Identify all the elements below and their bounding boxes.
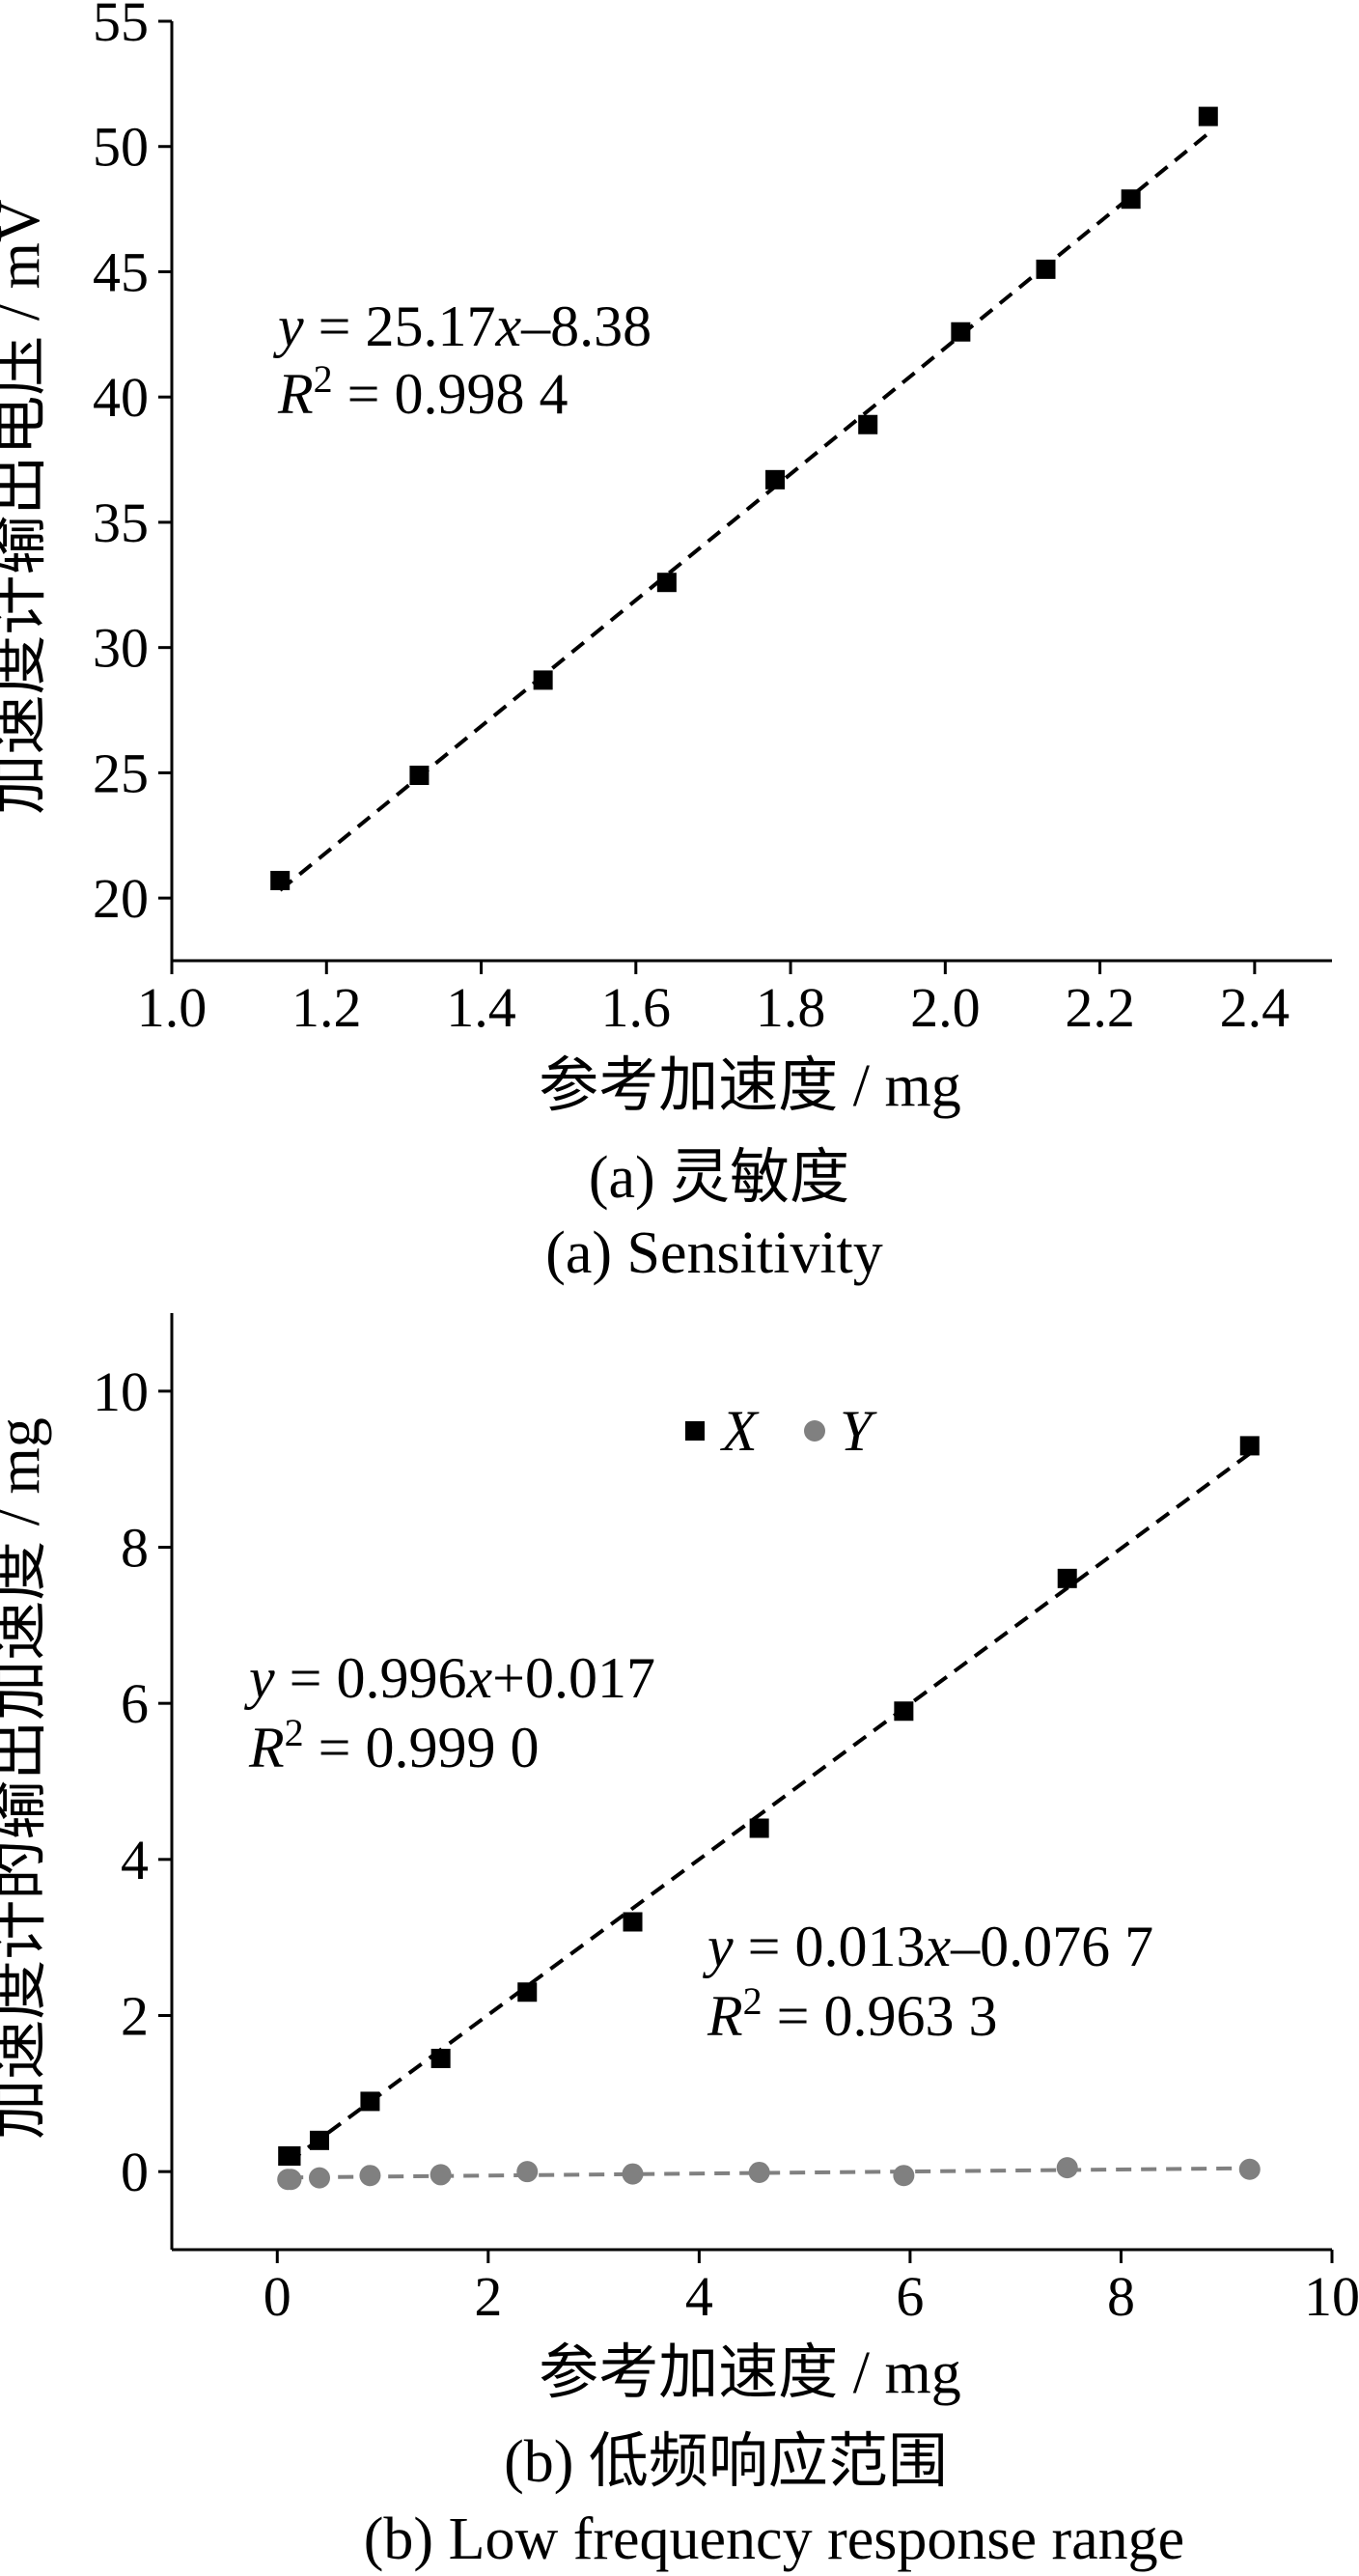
- data-point-circle: [359, 2165, 381, 2187]
- x-tick-label: 2.2: [1065, 976, 1135, 1039]
- panel-a-marks: 1.0 1.2 1.4 1.6 1.8 2.0 2.2 2.4 20 25 30 35 40 45 50 55: [93, 0, 1332, 1039]
- y-tick-label: 45: [93, 240, 149, 303]
- y-tick-label: 50: [93, 116, 149, 179]
- y-tick-label: 0: [121, 2141, 149, 2203]
- x-tick-label: 1.4: [446, 976, 516, 1039]
- x-tick-label: 1.2: [291, 976, 362, 1039]
- legend-y-label: Y: [840, 1399, 877, 1463]
- data-point-square: [951, 322, 971, 342]
- legend-x-label: X: [720, 1399, 760, 1463]
- y-tick-label: 40: [93, 366, 149, 429]
- x-tick-label: 2.0: [910, 976, 981, 1039]
- panel-b-y-fit-equation: y = 0.013x–0.076 7: [702, 1915, 1153, 1978]
- x-tick-label: 1.6: [601, 976, 672, 1039]
- y-tick-label: 55: [93, 0, 149, 53]
- panel-b-legend: X Y: [685, 1399, 877, 1463]
- x-tick-label: 1.8: [756, 976, 826, 1039]
- data-point-circle: [1056, 2157, 1078, 2179]
- data-point-square: [623, 1912, 643, 1932]
- data-point-square: [765, 469, 786, 490]
- panel-b-x-r-squared: R2 = 0.999 0: [248, 1711, 540, 1780]
- panel-b-y-r-squared: R2 = 0.963 3: [707, 1979, 998, 2049]
- panel-a-fit-equation: y = 25.17x–8.38: [272, 294, 652, 358]
- data-point-square: [749, 1818, 769, 1838]
- y-tick-label: 8: [121, 1517, 149, 1580]
- panel-a-y-axis-label: 加速度计输出电压 / mV: [0, 199, 52, 814]
- data-point-square: [858, 414, 878, 434]
- data-point-square: [894, 1701, 914, 1722]
- panel-a-caption-chinese: (a) 灵敏度: [589, 1145, 849, 1211]
- data-point-square: [270, 870, 291, 890]
- y-tick-label: 20: [93, 867, 149, 930]
- panel-a-r-squared: R2 = 0.998 4: [277, 357, 569, 427]
- panel-b-marks: 0 2 4 6 8 10 0 2 4 6 8 10: [93, 1313, 1359, 2328]
- y-tick-label: 25: [93, 742, 149, 804]
- x-tick-label: 2.4: [1220, 976, 1290, 1039]
- data-point-square: [309, 2130, 329, 2150]
- panel-b-caption-english: (b) Low frequency response range: [364, 2506, 1184, 2572]
- y-tick-label: 6: [121, 1672, 149, 1735]
- panel-a-x-axis-label: 参考加速度 / mg: [539, 1053, 960, 1119]
- legend-x-marker: [685, 1421, 705, 1441]
- panel-b-x-axis-label: 参考加速度 / mg: [539, 2340, 960, 2406]
- data-point-circle: [280, 2169, 302, 2191]
- data-point-square: [1036, 259, 1056, 279]
- data-point-square: [1057, 1568, 1077, 1588]
- x-tick-label: 6: [896, 2265, 924, 2328]
- data-point-square: [409, 765, 430, 785]
- x-tick-label: 8: [1107, 2265, 1135, 2328]
- panel-a-sensitivity: 1.0 1.2 1.4 1.6 1.8 2.0 2.2 2.4 20 25 30 35 40 45 50 55…: [0, 0, 1332, 1286]
- data-point-circle: [516, 2161, 539, 2183]
- data-point-square: [533, 670, 553, 690]
- data-point-square: [360, 2091, 380, 2112]
- panel-b-y-axis-label: 加速度计的输出加速度 / mg: [0, 1417, 52, 2139]
- data-point-circle: [748, 2161, 770, 2183]
- data-point-square: [1198, 106, 1218, 126]
- data-point-circle: [308, 2167, 330, 2189]
- x-tick-label: 4: [685, 2265, 713, 2328]
- data-point-circle: [622, 2163, 644, 2185]
- x-tick-label: 1.0: [137, 976, 208, 1039]
- data-point-square: [656, 573, 677, 593]
- data-point-square: [1239, 1436, 1260, 1456]
- data-point-square: [517, 1982, 538, 2002]
- x-tick-label: 2: [474, 2265, 502, 2328]
- data-point-square: [430, 2048, 451, 2068]
- panel-b-x-fit-equation: y = 0.996x+0.017: [243, 1646, 655, 1710]
- data-point-square: [1121, 189, 1141, 210]
- x-tick-label: 0: [263, 2265, 291, 2328]
- data-point-circle: [893, 2165, 915, 2187]
- y-tick-label: 35: [93, 491, 149, 554]
- y-tick-label: 2: [121, 1985, 149, 2048]
- panel-b-caption-chinese: (b) 低频响应范围: [504, 2429, 948, 2495]
- panel-b-low-frequency-response: 0 2 4 6 8 10 0 2 4 6 8 10 加速度计的输出加速度 / mg 参考加速度 / m…: [0, 1313, 1359, 2572]
- data-point-square: [281, 2146, 301, 2166]
- panel-a-caption-english: (a) Sensitivity: [545, 1220, 883, 1286]
- x-tick-label: 10: [1304, 2265, 1359, 2328]
- legend-y-marker: [804, 1420, 825, 1442]
- y-tick-label: 4: [121, 1829, 149, 1891]
- y-tick-label: 10: [93, 1360, 149, 1423]
- y-tick-label: 30: [93, 617, 149, 680]
- data-point-circle: [430, 2164, 452, 2186]
- data-point-circle: [1238, 2158, 1261, 2180]
